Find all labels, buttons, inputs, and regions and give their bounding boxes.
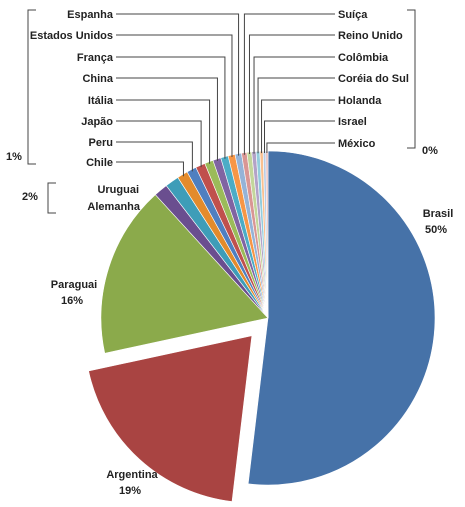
label-mexico: México — [338, 138, 376, 150]
label-suica: Suíça — [338, 9, 368, 21]
label-coreia-do-sul: Coréia do Sul — [338, 73, 409, 85]
group-brackets — [27, 9, 416, 214]
leader-line-colombia — [253, 56, 335, 154]
label-brasil: Brasil — [423, 208, 454, 220]
label-holanda: Holanda — [338, 95, 382, 107]
label-colombia: Colômbia — [338, 52, 389, 64]
leader-line-japao — [116, 120, 202, 168]
pie-slices — [88, 150, 436, 502]
leader-line-peru — [116, 141, 193, 172]
leader-line-italia — [116, 99, 211, 164]
leader-lines — [116, 13, 335, 177]
label-argentina: Argentina — [106, 469, 158, 481]
label-israel: Israel — [338, 116, 367, 128]
label-chile: Chile — [86, 157, 113, 169]
label-china: China — [82, 73, 113, 85]
leader-line-holanda — [261, 99, 335, 154]
label-alemanha: Alemanha — [87, 201, 140, 213]
leader-line-mexico — [266, 142, 335, 154]
label-espanha: Espanha — [67, 9, 114, 21]
group-label-2pct: 2% — [22, 191, 38, 203]
label-estados-unidos: Estados Unidos — [30, 30, 113, 42]
leader-line-chile — [116, 161, 184, 177]
leader-line-franca — [116, 56, 226, 159]
label-reino-unido: Reino Unido — [338, 30, 403, 42]
group-label-0pct: 0% — [422, 145, 438, 157]
leader-line-suica — [243, 13, 335, 155]
pie-slice-paraguai — [100, 194, 269, 354]
label-italia: Itália — [88, 95, 114, 107]
leader-line-coreia-do-sul — [257, 77, 335, 154]
leader-line-israel — [264, 120, 335, 154]
leader-line-estados-unidos — [116, 34, 233, 157]
group-label-1pct: 1% — [6, 151, 22, 163]
label-peru: Peru — [89, 137, 113, 149]
label-paraguai: Paraguai — [51, 279, 97, 291]
value-argentina: 19% — [119, 485, 141, 497]
bracket-0pct — [407, 9, 416, 149]
leader-line-espanha — [116, 13, 240, 156]
pie-slice-argentina — [88, 335, 253, 502]
pie-slice-brasil — [247, 150, 436, 486]
value-brasil: 50% — [425, 224, 447, 236]
value-paraguai: 16% — [61, 295, 83, 307]
bracket-2pct — [47, 182, 56, 214]
leader-line-reino-unido — [248, 34, 335, 155]
label-japao: Japão — [81, 116, 113, 128]
slice-labels: Brasil 50% Argentina 19% Paraguai 16% Al… — [6, 9, 453, 497]
label-franca: França — [77, 52, 114, 64]
bracket-1pct — [27, 9, 36, 165]
leader-line-china — [116, 77, 218, 161]
label-uruguai: Uruguai — [97, 184, 139, 196]
